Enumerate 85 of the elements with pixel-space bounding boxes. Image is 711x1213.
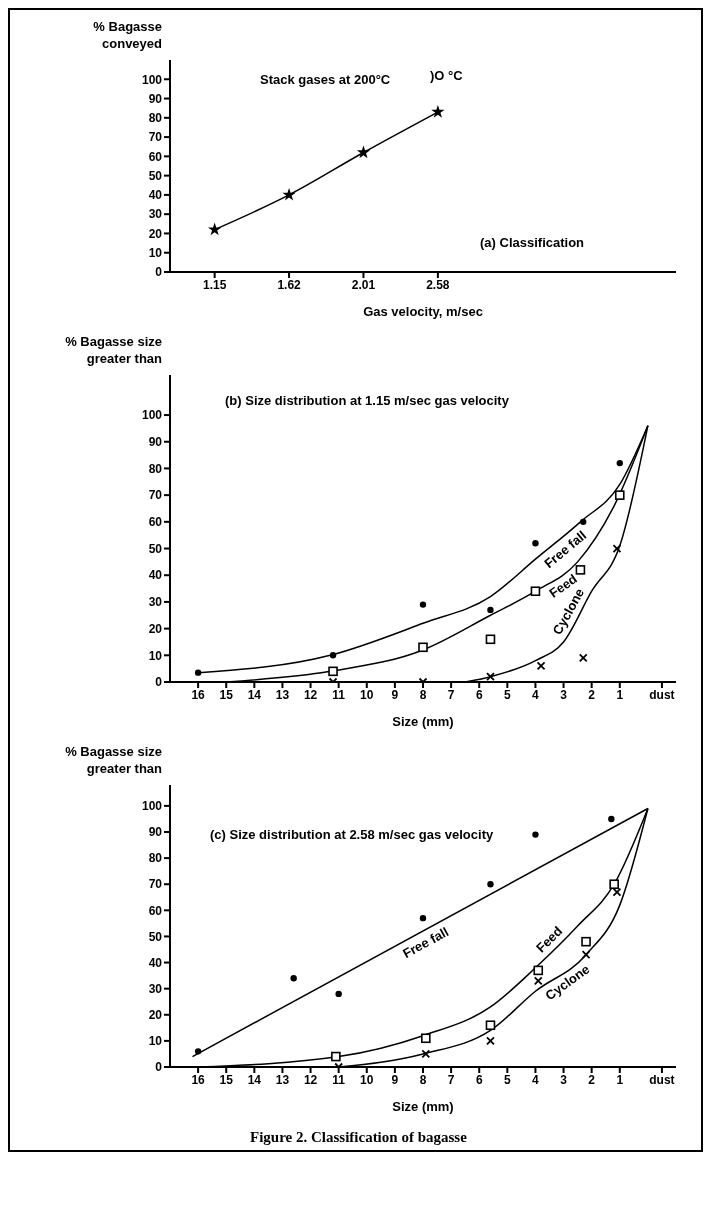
x-tick-label: 12 (303, 1072, 318, 1087)
y-axis-title: % Bagasse conveyed (92, 18, 162, 52)
x-tick-label: 1 (616, 687, 624, 702)
y-tick-label: 60 (148, 149, 163, 164)
x-tick-label: 9 (391, 1072, 399, 1087)
x-tick-label: 5 (503, 687, 511, 702)
y-tick-label: 100 (141, 72, 163, 87)
x-tick-label: 15 (219, 1072, 234, 1087)
y-tick-label: 20 (148, 226, 163, 241)
x-tick-label: 16 (191, 1072, 206, 1087)
x-tick-label: 6 (475, 1072, 483, 1087)
x-tick-label: 11 (332, 687, 346, 702)
x-tick-label: 13 (275, 1072, 290, 1087)
x-tick-label: 8 (419, 687, 427, 702)
y-tick-label: 80 (148, 851, 163, 866)
y-tick-label: 90 (148, 435, 163, 449)
x-tick-label: 3 (560, 687, 568, 702)
annotation: )O °C (430, 68, 463, 83)
y-tick-label: 30 (148, 207, 163, 222)
y-tick-label: 10 (148, 245, 163, 260)
x-axis-title: Size (mm) (392, 714, 454, 729)
y-tick-label: 40 (148, 955, 163, 970)
text: (b) Size distribution at 1.15 m/sec gas velocity (225, 393, 509, 408)
y-tick-label: 0 (155, 675, 163, 690)
y-tick-label: 20 (148, 621, 163, 636)
x-tick-label: 10 (360, 687, 374, 702)
caption: Figure 2. Classification of bagasse (250, 1129, 467, 1146)
x-tick-label: 16 (191, 687, 206, 702)
y-tick-label: 10 (148, 1034, 163, 1049)
x-tick-label: 1.62 (277, 277, 302, 292)
x-tick-label: 14 (247, 1072, 262, 1087)
x-tick-label: 10 (360, 1072, 374, 1087)
x-tick-label: 14 (247, 687, 262, 702)
y-tick-label: 70 (148, 130, 163, 145)
x-tick-label: 4 (532, 687, 540, 702)
y-tick-label: 70 (148, 877, 163, 892)
y-tick-label: 30 (148, 595, 163, 610)
x-tick-label: 2.01 (351, 277, 376, 292)
x-tick-label: 7 (447, 1072, 455, 1087)
x-tick-label: 2 (588, 687, 596, 702)
y-axis-title: % Bagasse size greater than (64, 743, 162, 777)
x-tick-label: dust (649, 1072, 675, 1087)
y-tick-label: 10 (148, 648, 163, 663)
x-tick-label: 1.15 (202, 277, 227, 292)
y-tick-label: 40 (148, 568, 163, 583)
x-axis-title: Size (mm) (392, 1099, 454, 1114)
y-tick-label: 50 (148, 929, 163, 944)
text: Stack gases at 200°C (260, 72, 391, 87)
y-tick-label: 30 (148, 981, 163, 996)
y-tick-label: 0 (155, 1060, 163, 1075)
x-tick-label: 15 (219, 687, 234, 702)
x-tick-label: 1 (616, 1072, 624, 1087)
x-tick-label: 8 (419, 1072, 427, 1087)
y-tick-label: 90 (148, 91, 163, 106)
x-tick-label: 5 (503, 1072, 511, 1087)
y-axis-title: % Bagasse size greater than (64, 333, 162, 367)
x-tick-label: 7 (447, 687, 455, 702)
y-tick-label: 80 (148, 461, 163, 476)
y-tick-label: 60 (148, 903, 163, 918)
y-tick-label: 0 (155, 265, 163, 280)
y-tick-label: 90 (148, 825, 163, 840)
y-tick-label: 40 (148, 188, 163, 203)
x-tick-label: 3 (560, 1072, 568, 1087)
y-tick-label: 50 (148, 168, 163, 183)
text: (a) Classification (480, 235, 585, 250)
text: Free fall (400, 924, 452, 962)
x-tick-label: dust (649, 687, 675, 702)
text: (c) Size distribution at 2.58 m/sec gas velocity (210, 827, 494, 842)
x-tick-label: 2.58 (426, 277, 450, 292)
x-axis-title: Gas velocity, m/sec (363, 304, 483, 319)
x-tick-label: 9 (391, 687, 399, 702)
x-tick-label: 12 (303, 687, 318, 702)
y-tick-label: 20 (148, 1008, 163, 1023)
x-tick-label: 11 (332, 1072, 346, 1087)
x-tick-label: 6 (475, 687, 483, 702)
x-tick-label: 4 (532, 1072, 540, 1087)
y-tick-label: 100 (141, 799, 163, 814)
y-tick-label: 70 (148, 488, 163, 503)
y-tick-label: 80 (148, 111, 163, 126)
y-tick-label: 60 (148, 515, 163, 530)
y-tick-label: 50 (148, 541, 163, 556)
x-tick-label: 2 (588, 1072, 596, 1087)
y-tick-label: 100 (141, 408, 163, 423)
x-tick-label: 13 (275, 687, 290, 702)
text: Free fall (541, 527, 590, 572)
